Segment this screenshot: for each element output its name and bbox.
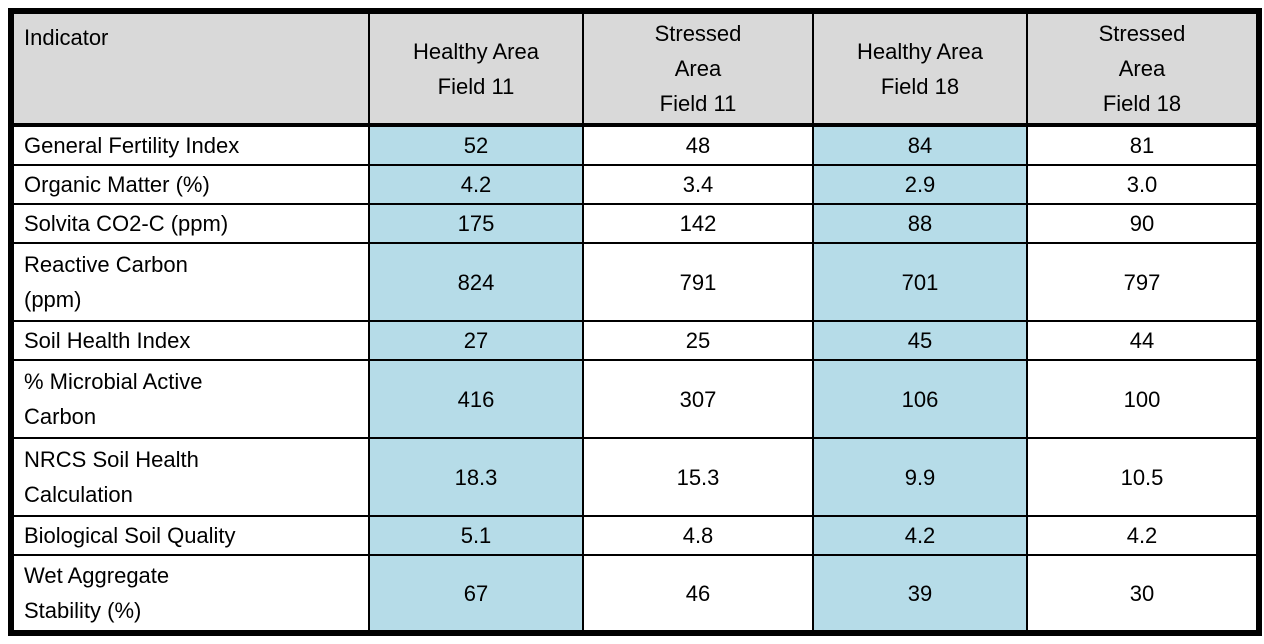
value-cell: 90 <box>1026 203 1260 244</box>
value-cell: 4.2 <box>368 164 584 205</box>
column-header-stressed-field-18: Stressed Area Field 18 <box>1026 10 1260 126</box>
value-cell: 39 <box>812 554 1028 634</box>
value-cell: 46 <box>582 554 814 634</box>
value-cell: 4.2 <box>1026 515 1260 556</box>
table-row: Organic Matter (%) 4.2 3.4 2.9 3.0 <box>10 164 1260 205</box>
value-cell: 791 <box>582 242 814 322</box>
value-cell: 106 <box>812 359 1028 439</box>
value-cell: 30 <box>1026 554 1260 634</box>
indicator-cell: Soil Health Index <box>10 320 370 361</box>
soil-health-table: Indicator Healthy Area Field 11 Stressed… <box>8 8 1262 636</box>
table-row: Reactive Carbon (ppm) 824 791 701 797 <box>10 242 1260 322</box>
value-cell: 67 <box>368 554 584 634</box>
value-cell: 15.3 <box>582 437 814 517</box>
value-cell: 4.8 <box>582 515 814 556</box>
value-cell: 175 <box>368 203 584 244</box>
value-cell: 52 <box>368 124 584 166</box>
value-cell: 2.9 <box>812 164 1028 205</box>
value-cell: 45 <box>812 320 1028 361</box>
value-cell: 307 <box>582 359 814 439</box>
value-cell: 416 <box>368 359 584 439</box>
indicator-cell: % Microbial Active Carbon <box>10 359 370 439</box>
indicator-cell: Wet Aggregate Stability (%) <box>10 554 370 634</box>
value-cell: 142 <box>582 203 814 244</box>
value-cell: 44 <box>1026 320 1260 361</box>
column-header-indicator: Indicator <box>10 10 370 126</box>
value-cell: 88 <box>812 203 1028 244</box>
value-cell: 18.3 <box>368 437 584 517</box>
value-cell: 5.1 <box>368 515 584 556</box>
value-cell: 3.0 <box>1026 164 1260 205</box>
column-header-healthy-field-18: Healthy Area Field 18 <box>812 10 1028 126</box>
value-cell: 25 <box>582 320 814 361</box>
table-row: Soil Health Index 27 25 45 44 <box>10 320 1260 361</box>
value-cell: 797 <box>1026 242 1260 322</box>
indicator-cell: Solvita CO2-C (ppm) <box>10 203 370 244</box>
indicator-cell: General Fertility Index <box>10 124 370 166</box>
column-header-healthy-field-11: Healthy Area Field 11 <box>368 10 584 126</box>
indicator-cell: NRCS Soil Health Calculation <box>10 437 370 517</box>
value-cell: 27 <box>368 320 584 361</box>
value-cell: 701 <box>812 242 1028 322</box>
table-row: % Microbial Active Carbon 416 307 106 100 <box>10 359 1260 439</box>
value-cell: 4.2 <box>812 515 1028 556</box>
value-cell: 824 <box>368 242 584 322</box>
header-row: Indicator Healthy Area Field 11 Stressed… <box>10 10 1260 126</box>
column-header-stressed-field-11: Stressed Area Field 11 <box>582 10 814 126</box>
table-row: NRCS Soil Health Calculation 18.3 15.3 9.9 1… <box>10 437 1260 517</box>
indicator-cell: Biological Soil Quality <box>10 515 370 556</box>
table-row: General Fertility Index 52 48 84 81 <box>10 124 1260 166</box>
indicator-cell: Organic Matter (%) <box>10 164 370 205</box>
value-cell: 10.5 <box>1026 437 1260 517</box>
value-cell: 9.9 <box>812 437 1028 517</box>
value-cell: 48 <box>582 124 814 166</box>
table-body: General Fertility Index 52 48 84 81 Organic M… <box>10 124 1260 634</box>
indicator-cell: Reactive Carbon (ppm) <box>10 242 370 322</box>
table-row: Biological Soil Quality 5.1 4.8 4.2 4.2 <box>10 515 1260 556</box>
value-cell: 84 <box>812 124 1028 166</box>
value-cell: 100 <box>1026 359 1260 439</box>
value-cell: 81 <box>1026 124 1260 166</box>
table-row: Wet Aggregate Stability (%) 67 46 39 30 <box>10 554 1260 634</box>
value-cell: 3.4 <box>582 164 814 205</box>
table-row: Solvita CO2-C (ppm) 175 142 88 90 <box>10 203 1260 244</box>
